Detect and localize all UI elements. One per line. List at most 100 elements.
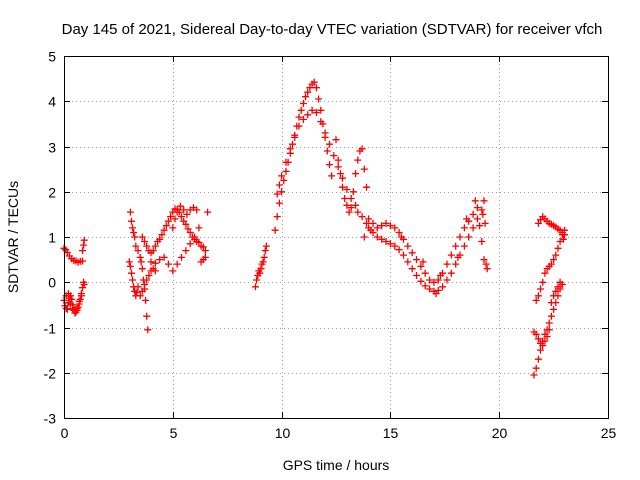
data-point bbox=[395, 229, 403, 236]
data-point bbox=[436, 272, 444, 279]
x-tick-label: 20 bbox=[492, 425, 508, 441]
data-point bbox=[75, 297, 83, 305]
data-point bbox=[164, 260, 172, 268]
data-point bbox=[138, 287, 146, 295]
data-point bbox=[404, 258, 412, 266]
data-point bbox=[328, 172, 336, 180]
x-axis-title: GPS time / hours bbox=[283, 457, 390, 473]
data-point bbox=[302, 93, 309, 101]
data-point bbox=[352, 201, 360, 209]
data-point bbox=[530, 371, 538, 379]
data-point bbox=[176, 202, 184, 210]
data-point bbox=[378, 222, 386, 230]
data-point bbox=[126, 208, 134, 216]
data-point bbox=[395, 246, 403, 254]
y-tick-label: 0 bbox=[48, 275, 56, 291]
data-point bbox=[332, 136, 340, 144]
y-tick-label: -2 bbox=[44, 366, 57, 382]
data-point bbox=[304, 88, 312, 96]
data-point bbox=[430, 278, 438, 286]
data-point bbox=[439, 283, 447, 291]
data-point bbox=[312, 84, 320, 92]
data-point bbox=[373, 233, 381, 241]
data-point bbox=[278, 188, 286, 196]
data-point bbox=[271, 226, 279, 234]
data-point bbox=[469, 224, 477, 232]
data-point bbox=[80, 281, 88, 288]
data-point bbox=[369, 219, 377, 227]
data-point bbox=[545, 326, 553, 334]
data-point bbox=[125, 258, 133, 266]
data-point bbox=[201, 253, 209, 261]
data-point bbox=[186, 229, 194, 236]
data-point bbox=[158, 231, 166, 239]
data-point bbox=[256, 269, 264, 277]
data-point bbox=[79, 257, 86, 265]
data-point bbox=[397, 233, 405, 241]
data-point bbox=[275, 181, 283, 189]
grid-layer bbox=[64, 56, 608, 418]
data-point bbox=[352, 170, 360, 178]
data-point bbox=[482, 260, 490, 268]
data-point bbox=[295, 122, 303, 130]
data-point bbox=[289, 140, 296, 148]
data-point bbox=[426, 285, 434, 293]
data-point bbox=[131, 233, 139, 241]
data-point bbox=[550, 292, 558, 300]
data-point bbox=[323, 147, 331, 155]
data-point bbox=[341, 195, 349, 202]
data-point bbox=[138, 265, 146, 273]
data-point bbox=[343, 201, 351, 209]
data-point bbox=[171, 215, 179, 223]
data-point bbox=[545, 319, 553, 327]
data-point bbox=[334, 163, 342, 171]
data-point bbox=[550, 305, 558, 313]
data-point bbox=[534, 335, 542, 343]
data-point bbox=[257, 265, 265, 273]
x-tick-label: 25 bbox=[601, 425, 617, 441]
data-point bbox=[452, 242, 460, 250]
data-point bbox=[339, 183, 346, 191]
data-point bbox=[354, 156, 362, 164]
data-point bbox=[149, 247, 157, 255]
data-point bbox=[280, 176, 288, 184]
data-point bbox=[382, 219, 390, 227]
data-point bbox=[195, 224, 203, 232]
data-point bbox=[273, 190, 281, 198]
data-point bbox=[151, 242, 159, 250]
data-point bbox=[317, 118, 325, 126]
data-point bbox=[382, 238, 390, 245]
data-point bbox=[183, 210, 191, 218]
data-point bbox=[358, 213, 366, 221]
data-point bbox=[358, 145, 366, 153]
data-point bbox=[550, 256, 558, 264]
data-point bbox=[169, 224, 177, 232]
data-point bbox=[417, 277, 425, 285]
data-point bbox=[141, 238, 148, 245]
data-point bbox=[321, 129, 329, 137]
data-point bbox=[447, 251, 455, 259]
data-point bbox=[136, 292, 144, 300]
data-point bbox=[160, 253, 168, 261]
chart-title: Day 145 of 2021, Sidereal Day-to-day VTE… bbox=[62, 21, 603, 38]
data-point bbox=[360, 233, 368, 241]
data-point bbox=[421, 269, 429, 277]
data-point bbox=[447, 269, 455, 277]
data-layer bbox=[60, 78, 568, 379]
data-point bbox=[481, 219, 489, 227]
data-point bbox=[456, 233, 464, 241]
data-point bbox=[291, 133, 299, 141]
data-point bbox=[480, 197, 488, 205]
data-point bbox=[434, 276, 442, 284]
data-point bbox=[173, 208, 181, 216]
data-point bbox=[391, 242, 399, 250]
y-tick-label: 4 bbox=[48, 94, 56, 110]
data-point bbox=[426, 276, 434, 284]
data-point bbox=[330, 152, 338, 160]
data-point bbox=[304, 111, 312, 119]
data-point bbox=[365, 215, 373, 223]
data-point bbox=[343, 186, 351, 193]
data-point bbox=[253, 276, 261, 284]
data-point bbox=[469, 210, 477, 218]
data-point bbox=[552, 251, 560, 259]
